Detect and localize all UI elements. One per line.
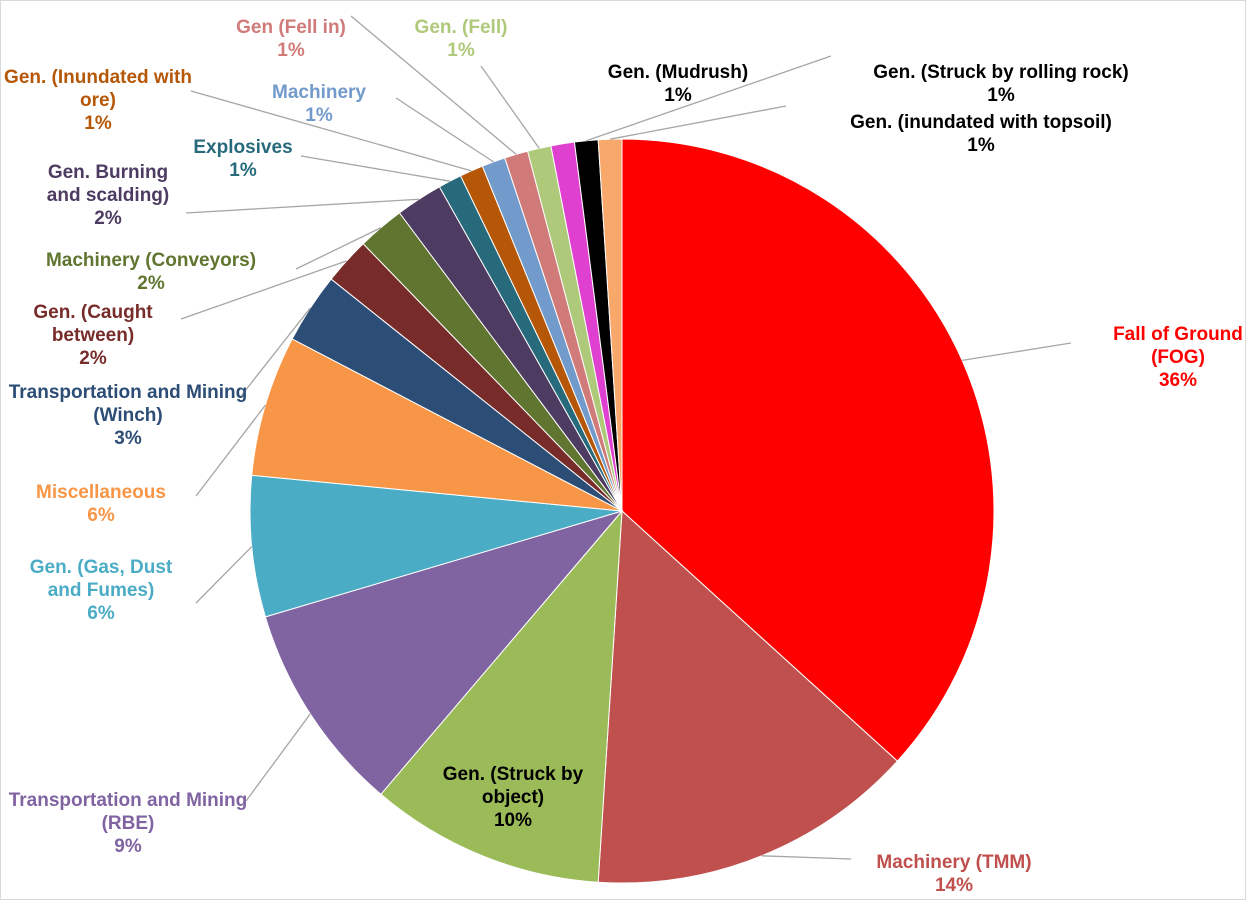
- leader-line: [300, 155, 451, 182]
- slice-label: Machinery 1%: [244, 81, 394, 127]
- value-label: 1%: [664, 85, 692, 106]
- category-label: Machinery (Conveyors): [45, 250, 257, 271]
- value-label: 1%: [84, 113, 112, 134]
- slice-label: Miscellaneous 6%: [1, 481, 201, 527]
- category-label: Miscellaneous: [36, 482, 166, 503]
- leader-line: [240, 307, 311, 397]
- value-label: 14%: [934, 875, 974, 896]
- category-label: Gen. (Mudrush): [607, 62, 749, 83]
- slice-label: Gen. (inundated with topsoil) 1%: [791, 111, 1171, 157]
- value-label: 1%: [987, 85, 1015, 106]
- leader-line: [180, 260, 347, 320]
- leader-line: [761, 855, 852, 860]
- leader-line: [195, 404, 266, 497]
- value-label: 36%: [1158, 370, 1198, 391]
- slice-label: Gen. (Inundated with ore) 1%: [0, 66, 203, 135]
- leader-line: [609, 105, 787, 140]
- category-label: Gen. Burning and scalding): [46, 162, 170, 206]
- slice-label: Explosives 1%: [168, 136, 318, 182]
- slice-label: Machinery (Conveyors) 2%: [1, 249, 301, 295]
- category-label: Transportation and Mining (RBE): [8, 790, 248, 834]
- pie-slice: [264, 510, 624, 795]
- category-label: Gen (Fell in): [236, 17, 346, 38]
- slice-label: Gen. Burning and scalding) 2%: [33, 161, 183, 230]
- pie-slice: [251, 338, 623, 512]
- value-label: 10%: [493, 810, 533, 831]
- slice-label: Fall of Ground (FOG) 36%: [1093, 323, 1246, 392]
- value-label: 6%: [87, 505, 115, 526]
- category-label: Machinery (TMM): [876, 852, 1032, 873]
- slice-label: Gen. (Mudrush) 1%: [578, 61, 778, 107]
- value-label: 9%: [114, 836, 142, 857]
- category-label: Explosives: [193, 137, 293, 158]
- value-label: 1%: [277, 40, 305, 61]
- leader-line: [962, 342, 1072, 362]
- slice-label: Gen. (Gas, Dust and Fumes) 6%: [11, 556, 191, 625]
- slice-label: Gen. (Fell) 1%: [386, 16, 536, 62]
- leader-line: [190, 90, 472, 172]
- leader-line: [195, 546, 253, 604]
- pie-slice: [597, 509, 899, 884]
- category-label: Gen. (inundated with topsoil): [850, 112, 1112, 133]
- slice-label: Gen. (Struck by object) 10%: [418, 763, 608, 832]
- pie-slice: [249, 474, 623, 618]
- leader-line: [350, 15, 517, 155]
- value-label: 1%: [967, 135, 995, 156]
- leader-line: [245, 713, 311, 802]
- pie-slice: [380, 509, 623, 883]
- category-label: Gen. (Fell): [414, 17, 508, 38]
- value-label: 6%: [87, 603, 115, 624]
- value-label: 2%: [137, 273, 165, 294]
- slice-label: Gen. (Caught between) 2%: [18, 301, 168, 370]
- category-label: Transportation and Mining (Winch): [8, 382, 248, 426]
- category-label: Gen. (Struck by object): [442, 764, 584, 808]
- value-label: 1%: [229, 160, 257, 181]
- value-label: 1%: [305, 105, 333, 126]
- slice-label: Gen. (Struck by rolling rock) 1%: [821, 61, 1181, 107]
- category-label: Gen. (Caught between): [33, 302, 153, 346]
- value-label: 2%: [79, 348, 107, 369]
- value-label: 2%: [94, 208, 122, 229]
- category-label: Machinery: [272, 82, 366, 103]
- leader-line: [295, 227, 382, 270]
- slice-label: Transportation and Mining (RBE) 9%: [8, 789, 248, 858]
- category-label: Gen. (Struck by rolling rock): [873, 62, 1129, 83]
- leader-line: [480, 65, 540, 149]
- slice-label: Machinery (TMM) 14%: [839, 851, 1069, 897]
- pie-slice: [621, 138, 995, 762]
- leader-line: [395, 97, 494, 163]
- slice-label: Transportation and Mining (Winch) 3%: [3, 381, 253, 450]
- category-label: Gen. (Gas, Dust and Fumes): [29, 557, 173, 601]
- value-label: 3%: [114, 428, 142, 449]
- category-label: Gen. (Inundated with ore): [4, 67, 192, 111]
- slice-label: Gen (Fell in) 1%: [216, 16, 366, 62]
- leader-line: [185, 198, 420, 214]
- value-label: 1%: [447, 40, 475, 61]
- leader-line: [586, 55, 832, 142]
- category-label: Fall of Ground (FOG): [1113, 324, 1243, 368]
